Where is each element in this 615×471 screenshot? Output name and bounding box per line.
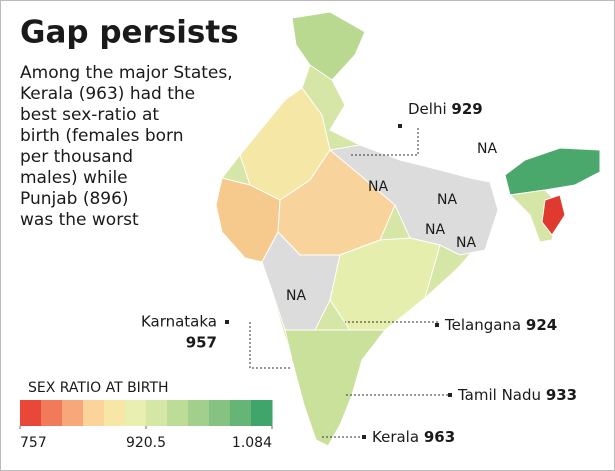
callout-dot xyxy=(448,393,452,397)
region-south xyxy=(284,329,387,447)
callout-name: Tamil Nadu xyxy=(457,386,541,404)
legend-swatch xyxy=(146,400,168,426)
description-line: Punjab (896) xyxy=(20,189,129,209)
legend-swatch xyxy=(62,400,84,426)
na-label: NA xyxy=(477,141,497,157)
legend-swatch xyxy=(83,400,105,426)
callout-value: 957 xyxy=(186,334,217,352)
callout: Telangana 924 xyxy=(444,316,557,334)
callout-name: Karnataka xyxy=(141,313,217,331)
description-line: was the worst xyxy=(20,210,139,230)
callout-value: 933 xyxy=(546,386,577,404)
leader-delhi xyxy=(350,128,419,156)
map xyxy=(215,11,601,447)
na-label: NA xyxy=(437,192,457,208)
title: Gap persists xyxy=(20,15,239,51)
legend-swatch xyxy=(167,400,189,426)
callout-dot xyxy=(362,435,366,439)
description-line: per thousand xyxy=(20,147,133,167)
callout-name: Delhi xyxy=(408,100,447,118)
callout-dot xyxy=(398,124,402,128)
legend-swatch xyxy=(20,400,42,426)
callout-value: 963 xyxy=(424,428,455,446)
callout-name: Telangana xyxy=(444,316,521,334)
legend-swatch xyxy=(104,400,126,426)
callout-name: Kerala xyxy=(372,428,419,446)
description-line: birth (females born xyxy=(20,126,184,146)
callout: Kerala 963 xyxy=(372,428,455,446)
legend-tick-label: 920.5 xyxy=(126,435,166,451)
legend-tick-label: 757 xyxy=(20,435,47,451)
legend-swatch xyxy=(251,400,273,426)
callout-value: 929 xyxy=(451,100,482,118)
region-red xyxy=(541,194,566,236)
legend-swatch xyxy=(125,400,147,426)
callout-dot xyxy=(225,320,229,324)
callout-dot xyxy=(435,323,439,327)
description-line: males) while xyxy=(20,168,128,188)
legend-tick-label: 1.084 xyxy=(232,435,272,451)
na-label: NA xyxy=(368,179,388,195)
description-line: Kerala (963) had the xyxy=(20,84,195,104)
description-line: best sex-ratio at xyxy=(20,105,159,125)
region-north xyxy=(291,11,366,81)
callout: Tamil Nadu 933 xyxy=(457,386,577,404)
leader-karnataka xyxy=(249,322,290,369)
legend-swatch xyxy=(209,400,231,426)
legend-swatch xyxy=(41,400,63,426)
region-na-north xyxy=(328,144,499,256)
na-label: NA xyxy=(286,288,306,304)
na-label: NA xyxy=(425,222,445,238)
legend-swatch xyxy=(188,400,210,426)
legend-title: SEX RATIO AT BIRTH xyxy=(28,380,169,396)
callout-value: 924 xyxy=(526,316,557,334)
legend-swatch xyxy=(230,400,252,426)
region-south-east xyxy=(329,237,441,331)
description-line: Among the major States, xyxy=(20,63,233,83)
callout: Delhi 929 xyxy=(408,100,483,118)
na-label: NA xyxy=(456,235,476,251)
